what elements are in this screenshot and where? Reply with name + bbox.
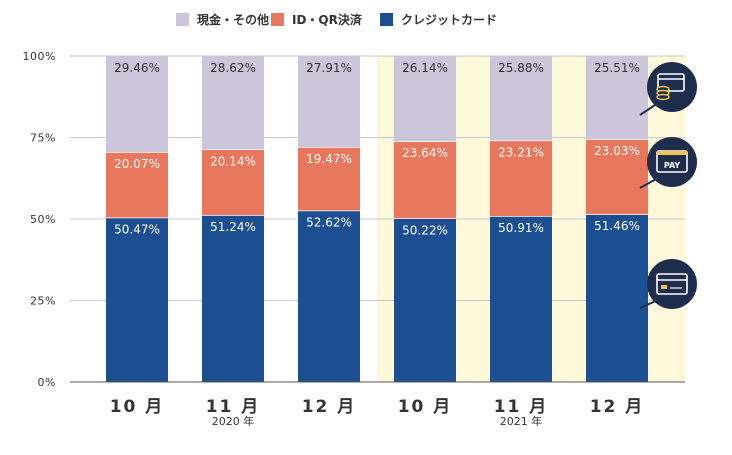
data-label: 23.64% <box>402 146 448 160</box>
legend-swatch <box>380 13 393 26</box>
data-label: 52.62% <box>306 215 352 229</box>
bar-segment <box>106 217 168 382</box>
bar-segment <box>298 146 360 211</box>
bar-segment <box>586 214 648 382</box>
legend-item: ID・QR決済 <box>271 12 363 27</box>
data-label: 26.14% <box>402 61 448 75</box>
icons-layer: PAY <box>639 62 697 309</box>
bar-segment <box>298 210 360 382</box>
bar-segment <box>394 218 456 382</box>
data-label: 25.88% <box>498 61 544 75</box>
bar-segment <box>106 56 168 153</box>
y-tick-label: 0% <box>38 376 56 389</box>
cash-card-icon <box>639 62 697 116</box>
legend-item: 現金・その他 <box>176 12 269 27</box>
bar-segment <box>586 56 648 140</box>
icon-shape <box>661 285 667 289</box>
data-label: 51.24% <box>210 220 256 234</box>
icon-shape <box>656 273 688 295</box>
axis-layer: 0% 25% 50% 75% 100% 10 月 11 月 12 月 10 月 11 月 12 月 2… <box>23 50 685 428</box>
data-label: 51.46% <box>594 219 640 233</box>
data-label: 50.47% <box>114 222 160 236</box>
icon-shape <box>657 151 687 155</box>
data-label: 25.51% <box>594 61 640 75</box>
data-label: 29.46% <box>114 61 160 75</box>
legend-label: クレジットカード <box>401 13 497 27</box>
bar-segment <box>202 214 264 382</box>
bar-segment <box>586 139 648 215</box>
icon-circle <box>647 137 697 187</box>
bar-segment <box>394 141 456 219</box>
x-tick-label: 11 月 <box>494 397 549 417</box>
x-tick-label: 12 月 <box>590 397 645 417</box>
y-tick-label: 50% <box>30 213 56 226</box>
y-tick-label: 75% <box>30 132 56 145</box>
data-label: 20.14% <box>210 154 256 168</box>
bars-layer <box>106 56 648 382</box>
legend-swatch <box>176 13 189 26</box>
bar-segment <box>202 149 264 215</box>
icon-circle <box>647 259 697 309</box>
icon-text: PAY <box>664 161 681 170</box>
legend-item: クレジットカード <box>380 13 497 27</box>
data-label: 50.91% <box>498 221 544 235</box>
y-tick-label: 100% <box>23 50 56 63</box>
credit-card-icon <box>639 259 697 309</box>
data-label: 27.91% <box>306 61 352 75</box>
data-label: 20.07% <box>114 157 160 171</box>
icon-shape <box>656 93 670 101</box>
bar-segment <box>298 56 360 147</box>
labels-layer: 50.47% 20.07% 29.46% 51.24% 20.14% 28.62% 52.6… <box>114 61 640 237</box>
x-tick-label: 10 月 <box>110 397 165 417</box>
icon-shape <box>657 73 685 92</box>
bar-segment <box>394 56 456 142</box>
x-tick-label: 11 月 <box>206 397 261 417</box>
icon-circle <box>647 62 697 112</box>
bar-segment <box>490 216 552 382</box>
y-tick-label: 25% <box>30 295 56 308</box>
data-label: 23.03% <box>594 144 640 158</box>
year-label: 2021 年 <box>500 414 543 428</box>
bar-segment <box>490 140 552 217</box>
legend-label: ID・QR決済 <box>292 12 363 27</box>
data-label: 23.21% <box>498 145 544 159</box>
data-label: 50.22% <box>402 223 448 237</box>
bar-segment <box>490 56 552 141</box>
legend-swatch <box>271 13 284 26</box>
bar-segment <box>202 56 264 150</box>
pay-icon: PAY <box>639 137 697 189</box>
bar-segment <box>106 152 168 218</box>
x-tick-label: 10 月 <box>398 397 453 417</box>
year-label: 2020 年 <box>212 414 255 428</box>
legend: 現金・その他 ID・QR決済 クレジットカード <box>176 12 497 27</box>
x-tick-label: 12 月 <box>302 397 357 417</box>
data-label: 19.47% <box>306 152 352 166</box>
legend-label: 現金・その他 <box>197 12 269 27</box>
data-label: 28.62% <box>210 61 256 75</box>
